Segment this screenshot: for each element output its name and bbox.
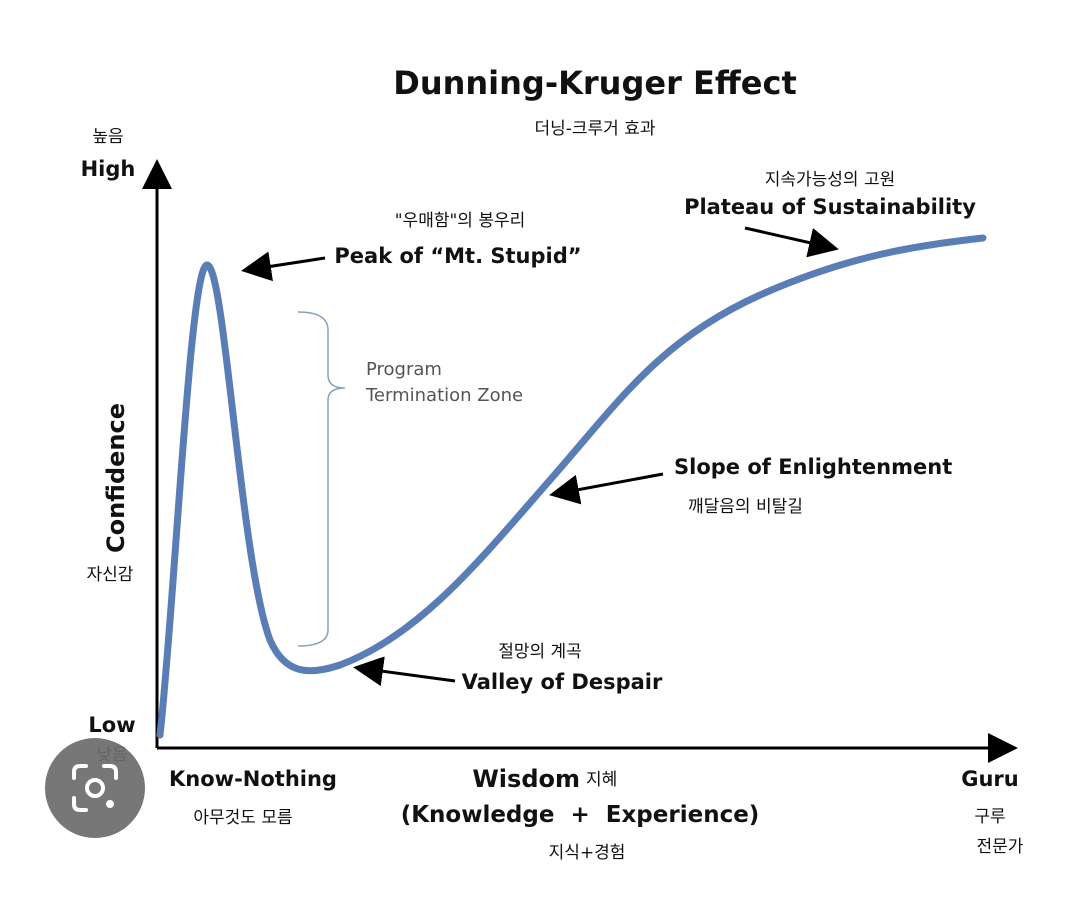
y-low: Low [88,713,135,737]
zone-line2: Termination Zone [365,385,523,406]
valley-ko: 절망의 계곡 [498,642,582,662]
dk-curve [156,234,987,739]
bracket [297,311,346,647]
x-end-ko2: 전문가 [977,837,1024,857]
x-sub-ko: 지식+경험 [549,843,626,863]
slope-ko: 깨달음의 비탈길 [688,497,803,517]
y-high-ko: 높음 [92,127,123,147]
arrows [241,226,839,687]
y-label: Confidence [102,403,130,553]
x-end: Guru [961,767,1019,791]
x-start: Know-Nothing [169,767,337,791]
y-high: High [81,157,136,181]
peak-en: Peak of “Mt. Stupid” [334,244,581,268]
x-end-ko: 구루 [974,807,1005,827]
plateau-ko: 지속가능성의 고원 [765,170,896,190]
plateau-en: Plateau of Sustainability [684,195,976,219]
axes [142,159,1018,763]
subtitle: 더닝-크루거 효과 [534,119,655,139]
x-start-ko: 아무것도 모름 [193,808,292,828]
title: Dunning-Kruger Effect [393,64,796,102]
peak-ko: "우매함"의 봉우리 [395,211,526,231]
y-label-ko: 자신감 [87,565,134,585]
lens-button[interactable] [45,738,145,838]
x-label-ko: 지혜 [586,770,617,790]
x-label: Wisdom [472,765,580,793]
x-sub: (Knowledge + Experience) [401,802,760,828]
valley-en: Valley of Despair [462,670,663,694]
zone-line1: Program [366,359,442,380]
slope-en: Slope of Enlightenment [674,455,952,479]
